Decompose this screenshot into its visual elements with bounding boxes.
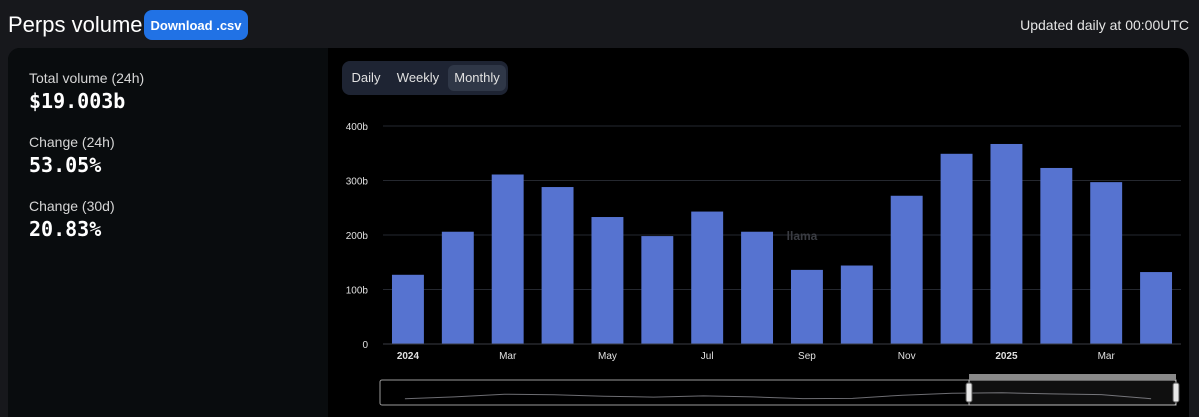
range-slider-drag-bar[interactable] (969, 374, 1176, 380)
bar[interactable] (441, 231, 474, 344)
bar[interactable] (940, 153, 973, 344)
x-tick-label: May (598, 351, 617, 362)
stat-value: 20.83% (29, 217, 102, 241)
bar[interactable] (1140, 272, 1173, 344)
range-slider-preview (404, 392, 1152, 400)
bar[interactable] (541, 187, 574, 344)
y-tick-label: 400b (346, 122, 369, 133)
x-tick-label: Mar (1098, 351, 1116, 362)
bar[interactable] (691, 211, 724, 344)
bar[interactable] (790, 269, 823, 344)
y-tick-label: 200b (346, 231, 369, 242)
y-tick-label: 100b (346, 286, 369, 297)
y-tick-label: 0 (362, 340, 368, 351)
bar[interactable] (491, 174, 524, 344)
updated-text: Updated daily at 00:00UTC (1020, 17, 1189, 33)
y-tick-label: 300b (346, 177, 369, 188)
range-slider-handle-left[interactable] (965, 382, 973, 403)
x-tick-label: Jul (701, 351, 714, 362)
watermark: llama (787, 229, 818, 243)
x-tick-label: Mar (499, 351, 517, 362)
stats-panel: Total volume (24h) $19.003b Change (24h)… (8, 48, 328, 417)
bar-chart: 0 100b 200b 300b 400b llama 2024 Mar May Jul Sep No… (346, 122, 1181, 406)
stat-total-volume: Total volume (24h) $19.003b (29, 70, 144, 113)
bar[interactable] (1040, 167, 1073, 344)
stat-label: Change (24h) (29, 134, 115, 150)
x-tick-label: Nov (898, 351, 916, 362)
bar[interactable] (840, 265, 873, 344)
stat-change-30d: Change (30d) 20.83% (29, 198, 115, 241)
chart-card: Total volume (24h) $19.003b Change (24h)… (8, 48, 1189, 417)
bar[interactable] (741, 231, 774, 344)
chart-area: Daily Weekly Monthly 0 100b 200b 300b 400b ll… (328, 48, 1189, 417)
x-tick-label: 2024 (397, 351, 420, 362)
stat-change-24h: Change (24h) 53.05% (29, 134, 115, 177)
stat-value: $19.003b (29, 89, 126, 113)
stat-value: 53.05% (29, 153, 102, 177)
download-csv-button[interactable]: Download .csv (144, 10, 248, 40)
stat-label: Change (30d) (29, 198, 115, 214)
bar[interactable] (890, 195, 923, 344)
bar[interactable] (641, 236, 674, 344)
period-tabs: Daily Weekly Monthly (342, 61, 508, 95)
tab-weekly[interactable]: Weekly (396, 70, 440, 85)
range-slider-handle-right[interactable] (1172, 382, 1180, 403)
tab-daily[interactable]: Daily (351, 70, 381, 85)
tab-monthly[interactable]: Monthly (448, 65, 506, 91)
range-slider-selection[interactable] (968, 379, 1177, 406)
bar[interactable] (591, 217, 624, 344)
x-tick-label: Sep (798, 351, 816, 362)
page-title: Perps volume (8, 12, 143, 37)
bar[interactable] (1090, 182, 1123, 344)
bar[interactable] (391, 274, 424, 344)
stat-label: Total volume (24h) (29, 70, 145, 86)
bar[interactable] (990, 143, 1023, 344)
header: Perps volume Download .csv Updated daily… (0, 0, 1199, 48)
x-tick-label: 2025 (995, 351, 1018, 362)
